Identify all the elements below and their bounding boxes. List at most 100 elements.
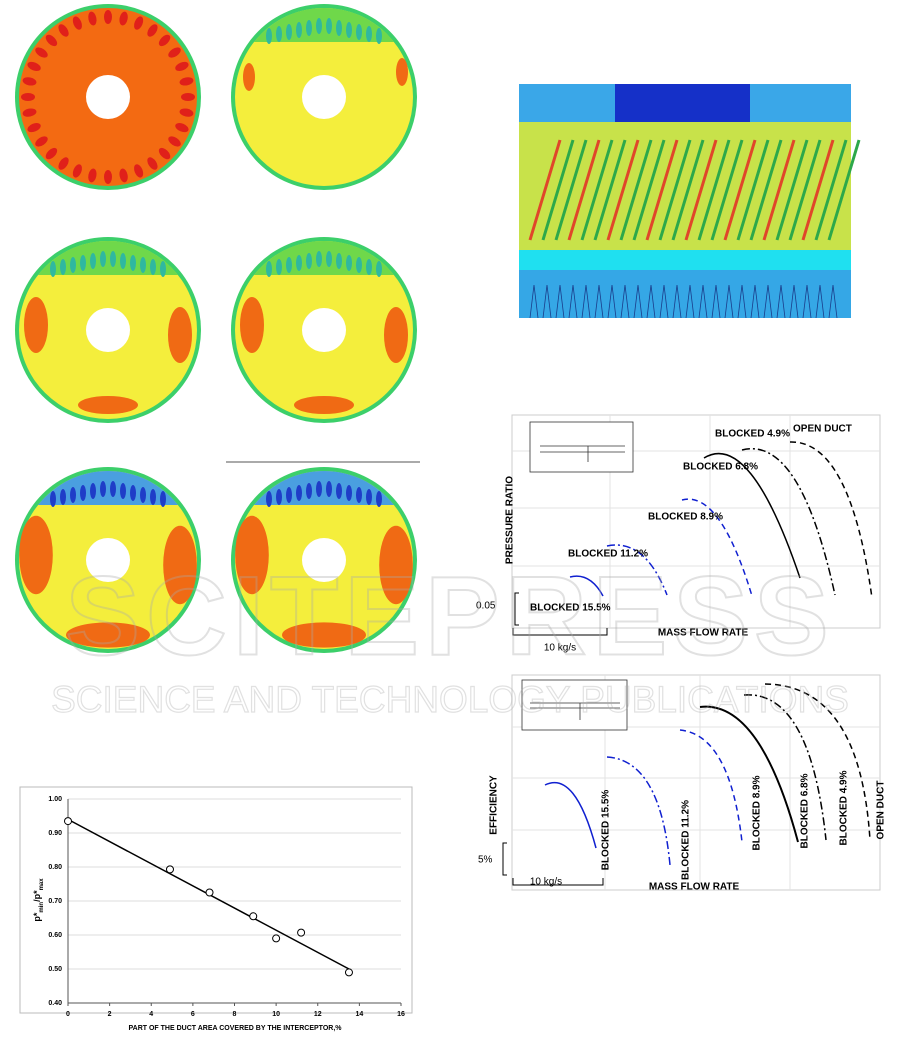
band-cell [70, 487, 76, 503]
lobe [147, 157, 158, 170]
x-tick-label: 14 [355, 1011, 363, 1018]
band-cell [150, 489, 156, 505]
band-cell [326, 251, 332, 267]
band-cell [316, 251, 322, 267]
lobe [72, 16, 82, 30]
streak [632, 139, 666, 241]
top-band [38, 240, 178, 275]
contour-disk [15, 4, 201, 190]
band-cell [296, 255, 302, 271]
watermark-title: SCITEPRESS [65, 554, 835, 679]
curve-label: BLOCKED 11.2% [681, 800, 692, 880]
lobe [158, 34, 171, 47]
band-cell [140, 257, 146, 273]
band-cell [356, 257, 362, 273]
band-cell [130, 485, 136, 501]
point [249, 912, 258, 921]
blade [763, 284, 773, 319]
band-cell [130, 255, 136, 271]
contour-maps [15, 4, 417, 653]
band-cell [276, 489, 282, 505]
streak [801, 139, 835, 241]
band-cell [70, 257, 76, 273]
scale-label: 5% [478, 855, 493, 866]
curve-label: BLOCKED 6.8% [683, 462, 758, 473]
contour-disk [231, 4, 417, 190]
lobe [134, 16, 144, 30]
patch [294, 396, 354, 414]
top-band [254, 470, 394, 505]
y-label-part: min [39, 902, 45, 913]
lobe [119, 11, 128, 26]
blade [594, 284, 604, 319]
blade [581, 284, 591, 319]
lobe [35, 136, 48, 147]
band-cell [160, 261, 166, 277]
disk-hole [302, 538, 346, 582]
band-cell [120, 483, 126, 499]
lobe [175, 61, 189, 71]
streak [671, 139, 705, 241]
streak [788, 139, 822, 241]
band-cell [110, 251, 116, 267]
lobe [134, 164, 144, 178]
patch [282, 622, 366, 648]
band-cell [346, 22, 352, 38]
x-tick-label: 6 [191, 1011, 195, 1018]
band-cell [276, 259, 282, 275]
streak [658, 139, 692, 241]
lobe [27, 123, 41, 133]
streak [580, 139, 614, 241]
curve-label: BLOCKED 4.9% [715, 429, 790, 440]
blade [685, 284, 695, 319]
x-axis-label: MASS FLOW RATE [649, 882, 740, 893]
y-label-part: max [39, 878, 45, 891]
lobe [88, 168, 97, 183]
blade [646, 284, 656, 319]
band-cell [60, 489, 66, 505]
streak [554, 139, 588, 241]
streak [619, 139, 653, 241]
x-tick-label: 8 [233, 1011, 237, 1018]
band-cell [376, 28, 382, 44]
y-tick-label: 1.00 [48, 796, 62, 803]
band-cell [160, 491, 166, 507]
streak [645, 139, 679, 241]
band-cell [306, 253, 312, 269]
curve-label: BLOCKED 15.5% [530, 603, 611, 614]
band-cell [306, 20, 312, 36]
streak [736, 139, 770, 241]
curve-label: BLOCKED 8.9% [648, 512, 723, 523]
x-axis-label: PART OF THE DUCT AREA COVERED BY THE INT… [129, 1025, 343, 1032]
lobe [179, 77, 194, 86]
lobe [104, 170, 112, 184]
y-tick-label: 0.40 [48, 1000, 62, 1007]
streak [814, 139, 848, 241]
band-cell [376, 491, 382, 507]
band-cell [100, 481, 106, 497]
point [272, 934, 281, 943]
patch [19, 515, 53, 595]
streak [567, 139, 601, 241]
lobe [147, 24, 158, 37]
blade [776, 284, 786, 319]
y-label-part: p* [32, 912, 42, 921]
disk-hole [86, 538, 130, 582]
patch [78, 396, 138, 414]
band-cell [50, 261, 56, 277]
streak [528, 139, 562, 241]
lobe [179, 108, 194, 117]
curve-label: OPEN DUCT [876, 781, 887, 840]
patch [66, 622, 150, 648]
curve-label: BLOCKED 4.9% [839, 770, 850, 845]
blade [568, 284, 578, 319]
streak [697, 139, 731, 241]
disk-hole [86, 308, 130, 352]
disk-hole [86, 75, 130, 119]
band-cell [266, 28, 272, 44]
y-tick-label: 0.50 [48, 966, 62, 973]
efficiency-chart: BLOCKED 15.5% BLOCKED 11.2% BLOCKED 8.9%… [478, 674, 887, 893]
patch [384, 307, 408, 363]
x-tick-label: 10 [272, 1011, 280, 1018]
y-tick-label: 0.60 [48, 932, 62, 939]
